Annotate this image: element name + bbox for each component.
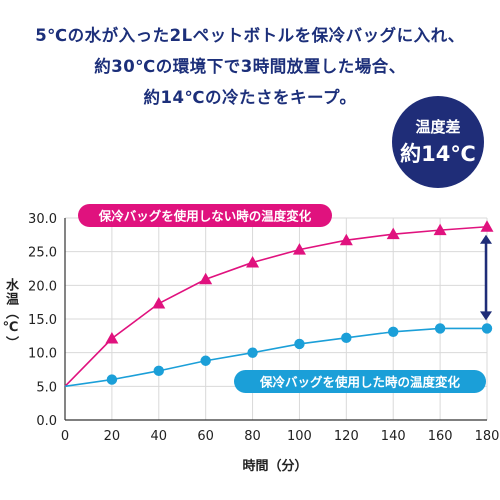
x-axis-label: 時間（分）	[242, 459, 308, 474]
data-point-circle	[294, 338, 305, 350]
y-tick-label: 25.0	[28, 246, 57, 261]
x-tick-label: 100	[287, 429, 312, 444]
y-tick-label: 5.0	[36, 380, 57, 395]
series-label-pill	[234, 370, 486, 393]
data-point-triangle	[386, 227, 400, 240]
data-point-triangle	[339, 233, 353, 246]
series-label-pill	[78, 204, 332, 227]
data-point-triangle	[199, 272, 213, 285]
x-tick-label: 40	[151, 429, 168, 444]
data-point-circle	[481, 323, 493, 334]
x-tick-label: 180	[475, 429, 500, 444]
data-point-circle	[247, 347, 258, 358]
y-tick-label: 0.0	[36, 414, 57, 429]
x-tick-label: 140	[381, 429, 406, 444]
y-tick-label: 30.0	[28, 212, 57, 227]
x-tick-label: 120	[334, 429, 359, 444]
data-point-triangle	[105, 332, 119, 344]
x-tick-label: 60	[197, 429, 214, 444]
temperature-difference-badge: 温度差 約14℃	[392, 96, 484, 188]
badge-label: 温度差	[415, 118, 461, 136]
data-point-triangle	[152, 297, 166, 309]
data-point-circle	[153, 365, 164, 377]
data-point-circle	[388, 326, 399, 337]
y-tick-label: 10.0	[28, 347, 57, 362]
y-tick-label: 15.0	[28, 313, 57, 328]
data-point-circle	[434, 323, 446, 334]
data-point-circle	[341, 332, 352, 344]
data-point-triangle	[292, 243, 306, 255]
difference-arrow-head-up	[480, 234, 492, 244]
x-tick-label: 80	[244, 429, 261, 444]
data-point-triangle	[480, 220, 494, 232]
series-label-no-bag: 保冷バッグを使用しない時の温度変化	[98, 209, 312, 224]
x-tick-label: 20	[104, 429, 121, 444]
x-tick-label: 0	[61, 429, 69, 444]
headline-line-1: 5℃の水が入った2Lペットボトルを保冷バッグに入れ、	[35, 26, 465, 45]
y-tick-label: 20.0	[28, 279, 57, 294]
headline-line-2: 約30℃の環境下で3時間放置した場合、	[94, 57, 406, 76]
series-line	[64, 327, 487, 388]
x-tick-label: 160	[428, 429, 453, 444]
series-label-with-bag: 保冷バッグを使用した時の温度変化	[259, 375, 461, 390]
y-axis-label: 水温（℃）	[3, 278, 18, 350]
data-point-triangle	[433, 223, 447, 236]
badge-value: 約14℃	[400, 142, 476, 166]
difference-arrow-head-down	[480, 311, 492, 321]
data-point-circle	[106, 374, 118, 385]
headline-line-3: 約14℃の冷たさをキープ。	[143, 88, 357, 107]
data-point-triangle	[246, 255, 260, 268]
headline: 5℃の水が入った2Lペットボトルを保冷バッグに入れ、 約30℃の環境下で3時間放…	[0, 20, 500, 113]
series-line	[64, 225, 488, 387]
data-point-circle	[200, 355, 211, 366]
